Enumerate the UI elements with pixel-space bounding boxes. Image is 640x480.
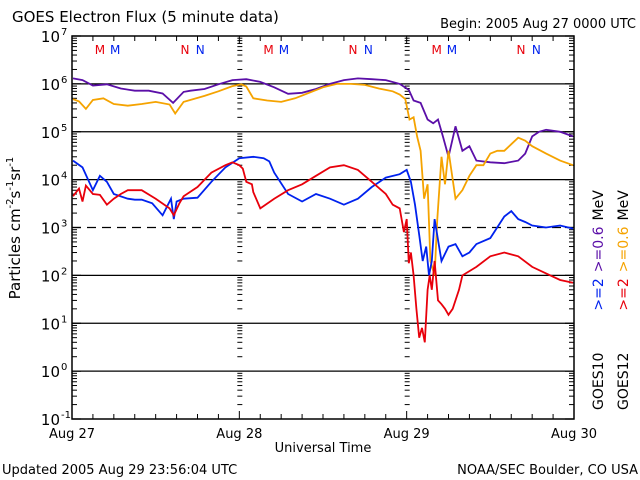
region-marker: M xyxy=(431,43,441,57)
y-tick-base: 10 xyxy=(41,172,60,190)
y-tick-exponent: 4 xyxy=(61,171,67,182)
y-tick-exponent: -1 xyxy=(61,410,71,421)
region-marker: N xyxy=(364,43,373,57)
legend-entry: >=2 xyxy=(616,278,632,310)
legend-satellite: GOES10 xyxy=(591,353,607,410)
y-tick-label: 10 xyxy=(41,172,60,190)
y-tick-base: 10 xyxy=(41,124,60,142)
plot-frame xyxy=(71,35,575,420)
legend: GOES10 >=2 >=0.6 MeV GOES12 >=2 >=0.6 MeV xyxy=(591,190,632,410)
x-tick-label: Aug 30 xyxy=(551,427,597,442)
legend-entry: MeV xyxy=(591,190,607,221)
y-tick-base: 10 xyxy=(41,363,60,381)
region-marker: M xyxy=(263,43,273,57)
series-line-3 xyxy=(72,155,574,276)
x-tick-labels: Aug 27 Aug 28 Aug 29 Aug 30 xyxy=(49,427,597,442)
x-tick-label: Aug 29 xyxy=(384,427,430,442)
series-line-2 xyxy=(72,83,574,276)
y-tick-exponent: 0 xyxy=(61,362,67,373)
y-tick-label: 10 xyxy=(41,220,60,238)
y-tick-base: 10 xyxy=(41,76,60,94)
y-label-exp-sr: -1 xyxy=(5,157,16,167)
y-tick-base: 10 xyxy=(41,315,60,333)
y-tick-base: 10 xyxy=(41,220,60,238)
y-tick-exponent: 7 xyxy=(61,27,67,38)
y-tick-label: 10 xyxy=(41,28,60,46)
y-label-s: s xyxy=(6,190,24,198)
y-label-main: Particles cm xyxy=(6,208,24,299)
legend-entry: >=0.6 xyxy=(591,226,607,272)
updated-timestamp: Updated 2005 Aug 29 23:56:04 UTC xyxy=(2,463,237,478)
region-marker: M xyxy=(95,43,105,57)
y-tick-label: 10 xyxy=(41,315,60,333)
y-tick-base: 10 xyxy=(41,267,60,285)
y-axis-label: Particles cm-2s-1sr-1 xyxy=(5,157,24,300)
region-marker: N xyxy=(348,43,357,57)
y-label-sr: sr xyxy=(6,166,24,181)
y-tick-exponent: 1 xyxy=(61,314,67,325)
legend-entry: MeV xyxy=(616,190,632,221)
y-tick-label: 10 xyxy=(41,267,60,285)
y-tick-exponent: 2 xyxy=(61,266,67,277)
series-line-4 xyxy=(72,161,574,343)
y-label-exp-s: -1 xyxy=(5,181,16,191)
y-tick-label: 10 xyxy=(41,124,60,142)
series-line-1 xyxy=(72,77,574,165)
legend-entry: >=2 xyxy=(591,278,607,310)
chart-title: GOES Electron Flux (5 minute data) xyxy=(12,8,279,26)
region-marker: M xyxy=(110,43,120,57)
region-marker: M xyxy=(279,43,289,57)
legend-satellite: GOES12 xyxy=(616,353,632,410)
y-tick-label: 10 xyxy=(41,411,60,429)
region-marker: M xyxy=(447,43,457,57)
region-marker: N xyxy=(196,43,205,57)
legend-column-1: GOES10 >=2 >=0.6 MeV xyxy=(591,190,607,410)
y-tick-exponent: 3 xyxy=(61,219,67,230)
y-tick-label: 10 xyxy=(41,76,60,94)
x-axis-label: Universal Time xyxy=(275,441,372,456)
y-tick-base: 10 xyxy=(41,28,60,46)
y-tick-exponent: 5 xyxy=(61,123,67,134)
y-tick-exponent: 6 xyxy=(61,75,67,86)
legend-entry: >=0.6 xyxy=(616,226,632,272)
region-marker: N xyxy=(180,43,189,57)
grid-lines xyxy=(72,83,574,372)
y-tick-base: 10 xyxy=(41,411,60,429)
region-marker: N xyxy=(532,43,541,57)
series-lines xyxy=(72,77,574,343)
y-tick-label: 10 xyxy=(41,363,60,381)
region-marker: N xyxy=(517,43,526,57)
x-tick-label: Aug 27 xyxy=(49,427,95,442)
y-label-exp-cm: -2 xyxy=(5,198,16,208)
legend-column-2: GOES12 >=2 >=0.6 MeV xyxy=(616,190,632,410)
x-tick-label: Aug 28 xyxy=(216,427,262,442)
credit-label: NOAA/SEC Boulder, CO USA xyxy=(457,463,638,478)
begin-label: Begin: 2005 Aug 27 0000 UTC xyxy=(440,17,636,32)
